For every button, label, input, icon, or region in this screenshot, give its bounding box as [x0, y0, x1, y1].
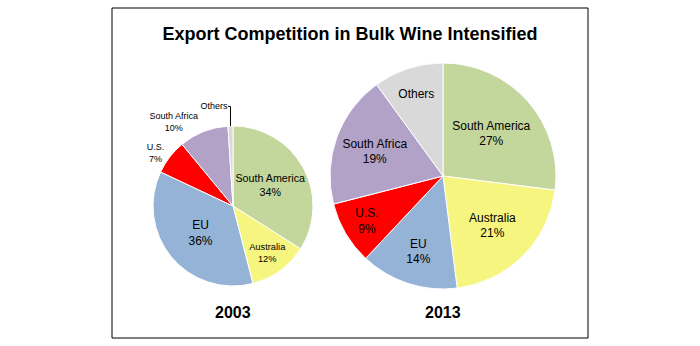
svg-text:U.S.7%: U.S.7% [147, 142, 165, 164]
svg-text:Export Competition in Bulk Win: Export Competition in Bulk Wine Intensif… [163, 24, 538, 44]
svg-text:Australia21%: Australia21% [469, 211, 516, 241]
svg-text:South Africa19%: South Africa19% [342, 137, 407, 167]
svg-text:U.S.9%: U.S.9% [355, 206, 378, 236]
svg-text:Others: Others [398, 87, 434, 101]
svg-text:South America27%: South America27% [452, 119, 530, 149]
svg-text:Australia12%: Australia12% [249, 242, 286, 264]
svg-text:2013: 2013 [425, 304, 461, 321]
svg-text:Others: Others [200, 101, 228, 111]
svg-text:EU14%: EU14% [406, 237, 430, 267]
svg-text:South Africa10%: South Africa10% [150, 111, 199, 133]
svg-text:2003: 2003 [215, 304, 251, 321]
svg-text:EU36%: EU36% [188, 218, 212, 248]
svg-text:South America34%: South America34% [235, 172, 305, 198]
